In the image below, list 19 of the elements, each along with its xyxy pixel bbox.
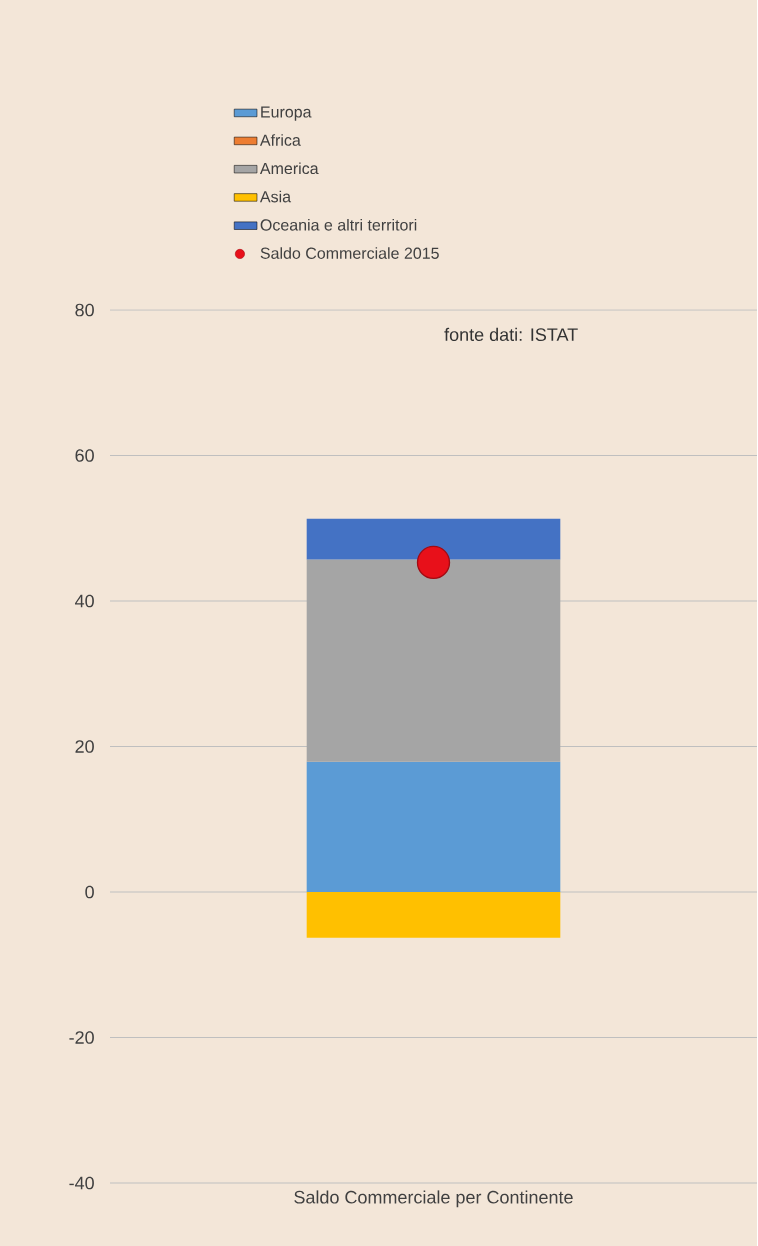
legend-label: Europa — [261, 106, 312, 121]
legend-label: Oceania e altri territori — [260, 218, 417, 231]
annotation: fonte dati: ISTAT — [444, 327, 578, 342]
y-tick-label: 20 — [75, 740, 95, 753]
legend-label: Africa — [260, 134, 302, 146]
bar — [306, 559, 561, 762]
legend-label: Asia — [260, 190, 292, 203]
y-tick-label: 0 — [85, 885, 95, 899]
x-tick-label: Saldo Commerciale per Continente — [294, 1190, 573, 1208]
y-tick-label: -40 — [69, 1176, 95, 1190]
y-tick-label: -20 — [69, 1031, 95, 1044]
y-tick-label: 40 — [75, 594, 95, 608]
legend-label: America — [260, 162, 319, 175]
bar — [306, 892, 561, 938]
legend-label: Saldo Commerciale 2015 — [260, 247, 440, 259]
y-tick-label: 60 — [75, 449, 95, 462]
bar — [306, 761, 561, 893]
y-tick-label: 80 — [75, 303, 95, 317]
bar — [306, 518, 561, 560]
